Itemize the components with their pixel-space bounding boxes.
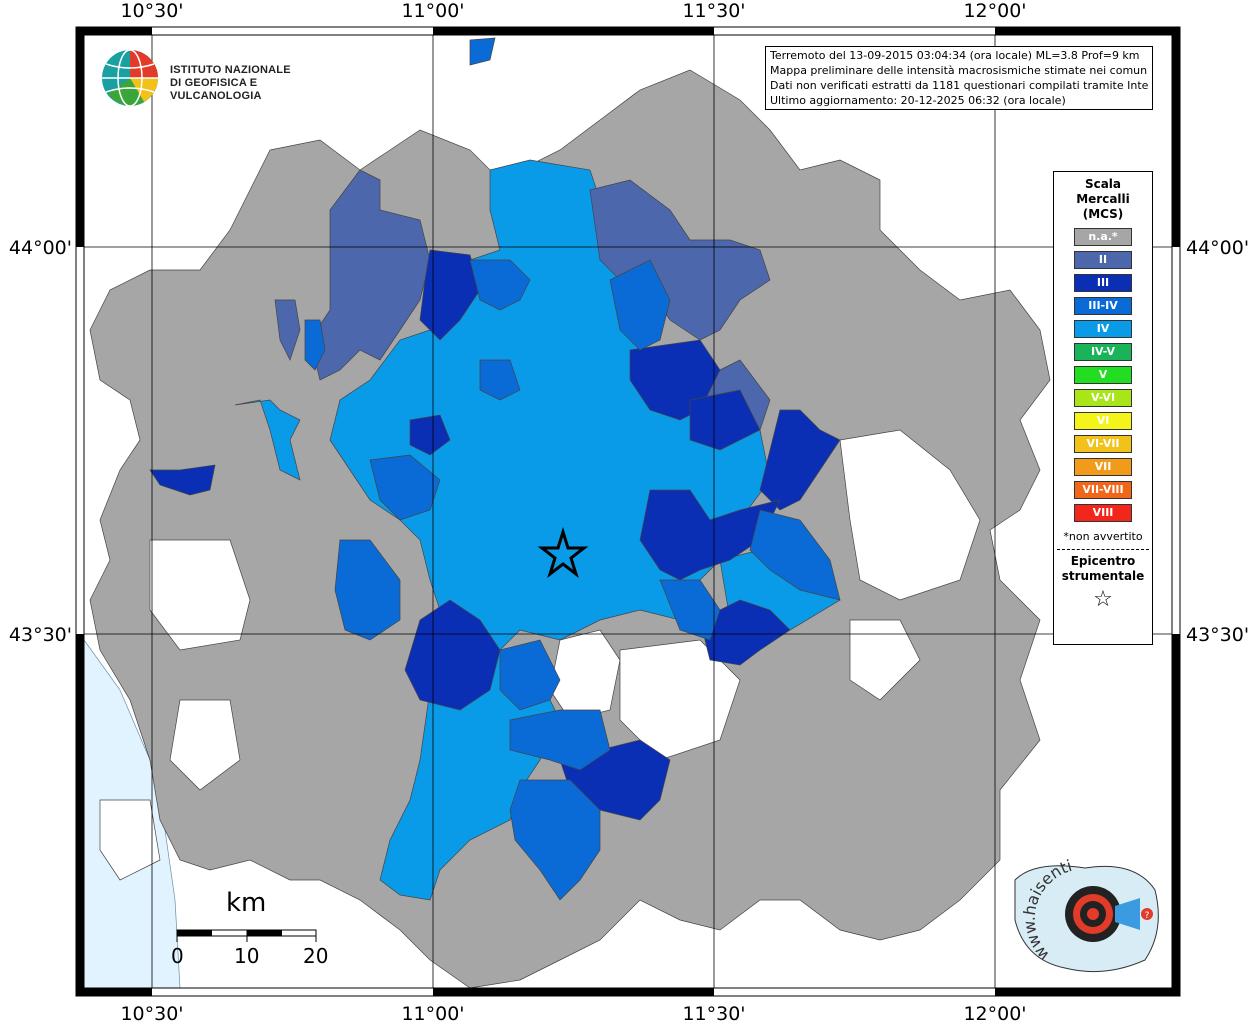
legend-title: Mercalli — [1076, 192, 1130, 206]
region-ii-sw — [274, 299, 301, 361]
legend-item: n.a.* — [1074, 228, 1132, 246]
region-iii-iv-s2 — [509, 709, 611, 771]
region-iii-iv-e2 — [659, 579, 721, 641]
scalebar-unit: km — [226, 888, 267, 918]
region-iii-iv-ne — [609, 259, 671, 351]
region-iii-iv-s — [499, 639, 561, 711]
legend-item: VII — [1074, 458, 1132, 476]
y-tick-label: 44°00' — [9, 237, 72, 259]
x-tick-label: 12°00' — [963, 1003, 1026, 1024]
legend-item: III-IV — [1074, 297, 1132, 315]
legend-item: IV-V — [1074, 343, 1132, 361]
map-frame — [75, 26, 1181, 997]
x-tick-label: 10°30' — [120, 1003, 183, 1024]
y-tick-label: 44°00' — [1186, 237, 1249, 259]
region-iii-c — [409, 414, 451, 456]
x-tick-label: 11°30' — [682, 0, 745, 22]
region-iii-s — [404, 599, 501, 711]
region-iii-iv-s3 — [509, 779, 601, 901]
target-icon: ? www.haisentitoilterremoto.it — [997, 835, 1159, 973]
legend-epicenter-label: Epicentro — [1070, 554, 1136, 568]
scale-bar — [176, 929, 317, 942]
x-tick-label: 11°00' — [401, 0, 464, 22]
legend-item: VII-VIII — [1074, 481, 1132, 499]
legend-item: IV — [1074, 320, 1132, 338]
haisentito-logo: ? www.haisentitoilterremoto.it — [997, 835, 1170, 980]
y-tick-label: 43°30' — [9, 624, 72, 646]
legend-item: VIII — [1074, 504, 1132, 522]
region-iii-iv-e — [749, 509, 841, 601]
legend-item: VI — [1074, 412, 1132, 430]
caption-line: Dati non verificati estratti da 1181 que… — [770, 79, 1148, 92]
svg-text:?: ? — [1145, 911, 1150, 921]
legend-items: n.a.* II III III-IV IV IV-V V V-VI VI VI-VII VII VI… — [1054, 228, 1152, 522]
x-tick-label: 11°30' — [682, 1003, 745, 1024]
region-iii-ne — [759, 409, 841, 511]
logo-line2: DI GEOFISICA E VULCANOLOGIA — [170, 77, 262, 102]
globe-icon — [102, 49, 158, 107]
region-iii-iv — [469, 259, 531, 311]
region-iii-e2 — [689, 389, 761, 451]
scalebar-label: 20 — [303, 944, 329, 968]
logo-line1: ISTITUTO NAZIONALE — [170, 64, 291, 76]
legend-title: (MCS) — [1082, 207, 1124, 221]
legend-item: V-VI — [1074, 389, 1132, 407]
legend-separator — [1057, 549, 1149, 550]
x-tick-label: 10°30' — [120, 0, 183, 22]
region-iv-west — [234, 399, 301, 481]
scalebar-label: 10 — [234, 944, 260, 968]
intensity-legend: Scala Mercalli (MCS) n.a.* II III III-IV IV I… — [1053, 171, 1153, 645]
region-iii-iv-nw — [304, 319, 326, 371]
legend-item: V — [1074, 366, 1132, 384]
region-iii-iv-c — [479, 359, 521, 401]
graticule — [84, 35, 1172, 988]
region-iii-iv-w — [369, 454, 441, 521]
region-iii-iv-n — [469, 37, 496, 66]
legend-note: *non avvertito — [1063, 530, 1143, 543]
caption-line: Terremoto del 13-09-2015 03:04:34 (ora l… — [770, 49, 1140, 62]
legend-item: II — [1074, 251, 1132, 269]
x-tick-label: 11°00' — [401, 1003, 464, 1024]
legend-item: VI-VII — [1074, 435, 1132, 453]
ingv-logo: ISTITUTO NAZIONALE DI GEOFISICA E VULCAN… — [100, 48, 340, 110]
epicenter-star-icon — [537, 526, 589, 579]
legend-item: III — [1074, 274, 1132, 292]
y-tick-label: 43°30' — [1186, 624, 1249, 646]
region-iii-mid — [639, 489, 781, 581]
legend-title: Scala — [1084, 177, 1122, 191]
legend-epicenter-label: strumentale — [1061, 569, 1145, 583]
star-outline-icon: ☆ — [1093, 587, 1113, 612]
x-tick-label: 12°00' — [963, 0, 1026, 22]
caption-line: Mappa preliminare delle intensità macros… — [770, 64, 1148, 77]
region-iii-w — [149, 464, 216, 496]
scalebar-label: 0 — [171, 944, 184, 968]
region-iii-se2 — [699, 599, 791, 666]
caption-line: Ultimo aggiornamento: 20-12-2025 06:32 (… — [770, 94, 1066, 107]
region-iii-iv-sw — [334, 539, 401, 641]
map-caption: Terremoto del 13-09-2015 03:04:34 (ora l… — [765, 46, 1153, 110]
